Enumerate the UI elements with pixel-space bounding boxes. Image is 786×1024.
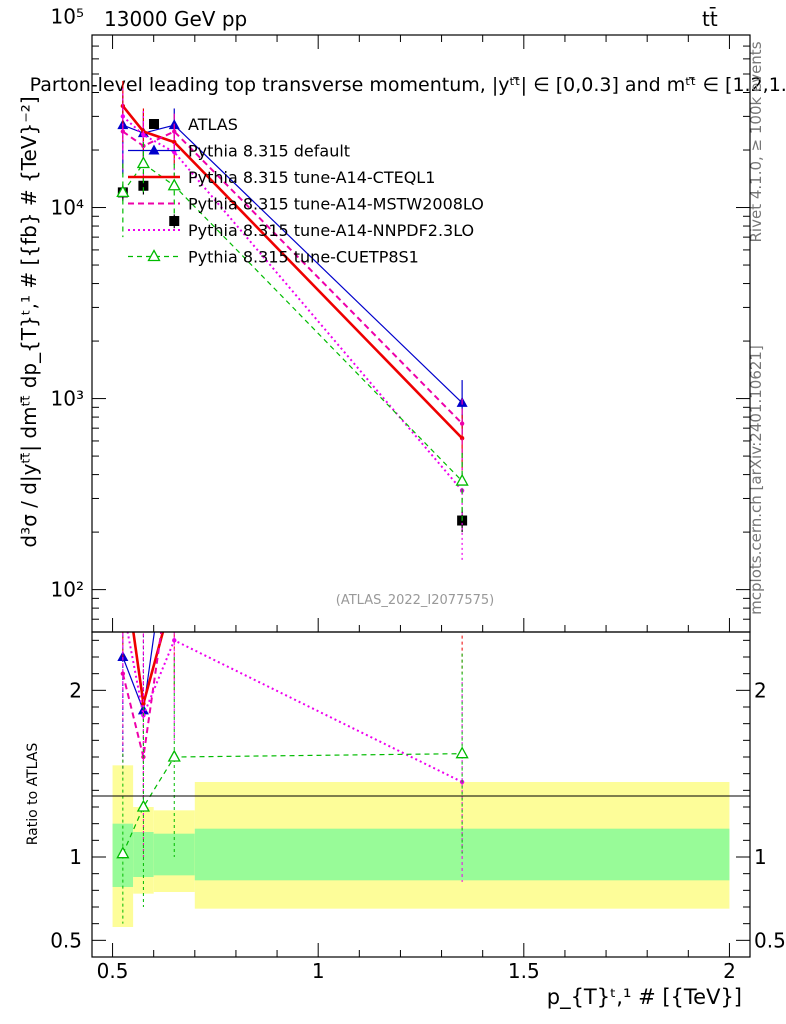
point-cuetp8s1-0 xyxy=(116,185,130,198)
ratio-line-default xyxy=(122,632,155,713)
legend-entry-cuetp8s1: Pythia 8.315 tune-CUETP8S1 xyxy=(128,248,419,267)
ratio-point-cteql1-2 xyxy=(172,588,176,592)
ratio-line-nnpdf xyxy=(126,632,463,783)
xtick-label: 1 xyxy=(312,959,325,983)
ratio-point-cuetp8s1-3 xyxy=(455,746,469,759)
main-ytick-label: 10⁵ xyxy=(51,4,84,28)
legend-entry-cteql1: Pythia 8.315 tune-A14-CTEQL1 xyxy=(128,168,435,187)
ratio-uncertainty-bands xyxy=(112,765,730,927)
xtick-label: 1.5 xyxy=(508,959,540,983)
ratio-ytick-label-right: 1 xyxy=(754,845,767,869)
ratio-ytick-label-right: 0.5 xyxy=(754,928,786,952)
ratio-point-cteql1-1 xyxy=(141,701,146,706)
analysis-watermark: (ATLAS_2022_I2077575) xyxy=(336,593,494,608)
legend-label-cuetp8s1: Pythia 8.315 tune-CUETP8S1 xyxy=(188,248,419,267)
main-y-axis-label: d³σ / d|yᵗᵗ̄| dmᵗᵗ̄ dp_{T}ᵗ,¹ # [{fb} # … xyxy=(17,96,41,547)
legend-label-cteql1: Pythia 8.315 tune-A14-CTEQL1 xyxy=(188,168,435,187)
ratio-line-cteql1 xyxy=(132,632,165,705)
ratio-y-axis-label: Ratio to ATLAS xyxy=(25,743,41,846)
rivet-version-label: Rivet 4.1.0, ≥ 100k events xyxy=(747,41,765,242)
main-ytick-label: 10² xyxy=(51,578,84,602)
ratio-axes: 0.5 0.5 1 1 2 2 0.5 1 1.5 2 xyxy=(50,639,786,983)
series-cteql1 xyxy=(120,80,465,471)
point-mstw-2 xyxy=(172,129,177,134)
main-series-group xyxy=(116,80,469,562)
ratio-point-default-3 xyxy=(457,351,468,361)
x-axis-label: p_{T}ᵗ,¹ # [{TeV}] xyxy=(547,985,742,1010)
ratio-point-nnpdf-2 xyxy=(172,638,177,643)
point-atlas-2 xyxy=(169,216,180,227)
main-ytick-label: 10⁴ xyxy=(51,196,84,220)
point-cuetp8s1-1 xyxy=(136,156,151,169)
point-nnpdf-0 xyxy=(120,114,126,119)
ratio-ytick-label: 2 xyxy=(69,678,82,702)
ratio-series-default xyxy=(117,351,468,811)
point-cuetp8s1-3 xyxy=(455,473,469,486)
band-inner-2 xyxy=(153,833,195,876)
ratio-panel-frame xyxy=(91,631,751,958)
series-line-cuetp8s1 xyxy=(122,162,463,482)
ratio-point-cteql1-0 xyxy=(121,555,125,559)
ratio-point-mstw-2 xyxy=(172,538,176,542)
ratio-line-mstw xyxy=(121,632,163,758)
point-cuetp8s1-2 xyxy=(167,178,181,191)
ratio-point-nnpdf-0 xyxy=(121,605,125,609)
point-nnpdf-1 xyxy=(141,132,146,138)
xtick-label: 2 xyxy=(723,959,736,983)
main-ytick-label: 10³ xyxy=(51,387,84,411)
ratio-ytick-label-right: 2 xyxy=(754,678,767,702)
legend-marker-default xyxy=(148,144,160,155)
ratio-line-cuetp8s1 xyxy=(122,753,463,854)
series-cuetp8s1 xyxy=(116,142,469,525)
point-mstw-0 xyxy=(120,129,126,134)
series-line-cteql1 xyxy=(121,105,464,440)
legend-label-atlas: ATLAS xyxy=(188,115,238,134)
point-mstw-3 xyxy=(459,421,465,426)
mcplots-label: mcplots.cern.ch [arXiv:2401.10621] xyxy=(747,345,765,615)
ratio-point-cuetp8s1-0 xyxy=(116,846,130,859)
point-atlas-1 xyxy=(138,180,149,191)
ratio-series-cuetp8s1 xyxy=(116,653,469,924)
main-axes: 10² 10³ 10⁴ 10⁵ xyxy=(51,4,750,633)
legend-entry-mstw: Pythia 8.315 tune-A14-MSTW2008LO xyxy=(128,195,484,214)
ratio-ytick-label: 0.5 xyxy=(50,928,82,952)
legend-label-default: Pythia 8.315 default xyxy=(188,142,350,161)
series-line-default xyxy=(122,124,463,404)
plot-title: Parton-level leading top transverse mome… xyxy=(30,74,786,96)
point-cteql1-2 xyxy=(172,139,177,145)
series-line-nnpdf xyxy=(122,115,463,492)
ratio-point-cuetp8s1-1 xyxy=(136,799,151,812)
legend-entry-default: Pythia 8.315 default xyxy=(128,142,350,161)
legend-label-mstw: Pythia 8.315 tune-A14-MSTW2008LO xyxy=(188,195,484,214)
point-cteql1-3 xyxy=(459,436,465,441)
ratio-series-group xyxy=(116,351,469,924)
series-line-mstw xyxy=(122,130,463,425)
legend-entry-nnpdf: Pythia 8.315 tune-A14-NNPDF2.3LO xyxy=(128,221,474,240)
band-inner-3 xyxy=(194,828,730,881)
ratio-point-default-2 xyxy=(169,484,180,494)
legend-marker-cuetp8s1 xyxy=(147,249,161,262)
legend-marker-atlas xyxy=(149,119,159,129)
process-label: tt̄ xyxy=(702,6,718,31)
legend-entry-atlas: ATLAS xyxy=(149,115,238,134)
xtick-label: 0.5 xyxy=(97,959,129,983)
legend-label-nnpdf: Pythia 8.315 tune-A14-NNPDF2.3LO xyxy=(188,221,474,240)
band-inner-1 xyxy=(133,832,154,877)
energy-label: 13000 GeV pp xyxy=(104,7,247,31)
ratio-ytick-label: 1 xyxy=(69,845,82,869)
ratio-point-cuetp8s1-2 xyxy=(167,749,181,762)
ratio-series-nnpdf xyxy=(121,605,465,882)
legend: ATLAS Pythia 8.315 default Pythia 8.315 tu… xyxy=(128,115,484,267)
ratio-point-cteql1-3 xyxy=(460,571,464,575)
ratio-point-mstw-0 xyxy=(120,671,126,676)
ratio-series-cteql1 xyxy=(121,555,464,804)
